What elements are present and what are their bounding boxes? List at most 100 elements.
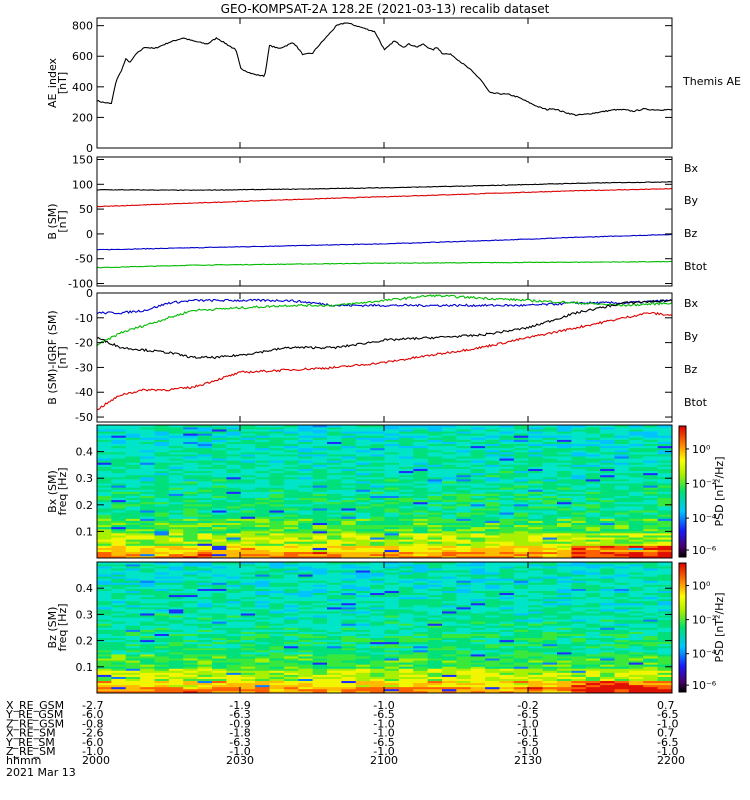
bx-spectrogram-panel-cell xyxy=(657,431,673,434)
bz-spectrogram-panel-cell xyxy=(456,586,472,589)
bx-spectrogram-panel-cell xyxy=(643,522,658,526)
bz-spectrogram-panel-cell xyxy=(312,588,328,591)
bz-spectrogram-panel-cell xyxy=(125,592,141,596)
bx-spectrogram-panel-cell xyxy=(197,530,213,534)
bx-spectrogram-panel-cell xyxy=(456,476,472,480)
bz-spectrogram-panel-cell xyxy=(413,598,428,602)
bz-spectrogram-panel-cell xyxy=(97,592,112,596)
bz-spectrogram-panel-cell xyxy=(226,672,242,675)
bz-spectrogram-panel-cell xyxy=(168,570,184,573)
bz-spectrogram-panel-cell xyxy=(97,619,112,622)
bx-spectrogram-panel-cell xyxy=(125,435,141,438)
bz-spectrogram-panel-cell xyxy=(154,598,170,602)
bx-spectrogram-panel-cell xyxy=(226,435,242,438)
bz-spectrogram-panel-cell xyxy=(168,660,184,663)
bx-spectrogram-panel-cell xyxy=(269,541,285,544)
bz-spectrogram-panel-cell xyxy=(528,635,543,639)
bz-spectrogram-panel-cell xyxy=(499,688,515,692)
bx-spectrogram-panel-cell xyxy=(456,472,472,476)
bx-spectrogram-panel-cell xyxy=(154,456,170,459)
bz-spectrogram-panel-cell xyxy=(154,639,170,643)
bx-spectrogram-panel-cell xyxy=(542,547,558,550)
bx-spectrogram-panel-cell xyxy=(542,433,558,436)
bz-spectrogram-panel-cell xyxy=(240,619,256,622)
bz-spectrogram-panel-cell xyxy=(499,643,515,647)
bx-spectrogram-panel-cell xyxy=(197,458,213,461)
bz-spectrogram-panel-cell xyxy=(427,615,443,618)
bx-spectrogram-panel-cell xyxy=(212,462,227,465)
bx-spectrogram-panel-cell xyxy=(456,427,472,430)
bx-spectrogram-panel-cell xyxy=(154,487,170,490)
bx-spectrogram-panel-cell xyxy=(585,547,601,550)
bx-spectrogram-panel-cell xyxy=(600,528,615,532)
bx-spectrogram-panel-cell xyxy=(542,462,558,465)
bx-spectrogram-panel-cell xyxy=(456,454,472,457)
bz-spectrogram-panel-cell xyxy=(327,641,342,645)
bx-spectrogram-panel-cell xyxy=(355,508,371,511)
bx-spectrogram-panel-cell xyxy=(413,431,428,434)
bx-spectrogram-panel-cell xyxy=(212,468,227,472)
bx-spectrogram-panel-cell xyxy=(643,464,658,467)
bx-spectrogram-panel-cell xyxy=(485,456,500,459)
bx-spectrogram-panel-cell xyxy=(485,474,500,478)
bz-spectrogram-panel-cell xyxy=(600,594,615,598)
b-minus-igrf-panel-legend-bz: Bz xyxy=(684,363,698,376)
bz-spectrogram-panel-cell xyxy=(212,641,227,645)
bx-spectrogram-panel-cell xyxy=(542,497,558,501)
bz-spectrogram-panel-cell xyxy=(456,686,472,690)
bz-spectrogram-panel-cell xyxy=(341,586,357,589)
bz-spectrogram-panel-cell xyxy=(140,602,155,606)
bx-spectrogram-panel-cell xyxy=(542,514,558,517)
bx-spectrogram-panel-cell xyxy=(255,555,270,559)
bx-spectrogram-panel-cell xyxy=(140,472,155,476)
bx-spectrogram-panel-cell xyxy=(384,479,400,482)
bx-spectrogram-panel-cell xyxy=(398,503,414,507)
bx-spectrogram-panel-cell xyxy=(140,476,155,480)
bx-spectrogram-panel-cell xyxy=(226,516,242,519)
bx-spectrogram-panel-cell xyxy=(168,429,184,432)
bz-spectrogram-panel-cell xyxy=(140,662,155,665)
bx-spectrogram-panel-cell xyxy=(657,439,673,442)
bx-spectrogram-panel-cell xyxy=(168,501,184,505)
bx-spectrogram-panel-cell xyxy=(312,555,328,559)
bz-spectrogram-panel-cell xyxy=(470,643,486,647)
bx-spectrogram-panel-cell xyxy=(513,454,529,457)
bz-spectrogram-panel-cell xyxy=(384,678,400,682)
bx-spectrogram-panel-cell xyxy=(499,425,515,428)
bx-spectrogram-panel-cell xyxy=(240,539,256,542)
bx-spectrogram-panel-cell xyxy=(197,485,213,488)
bz-spectrogram-panel-cell xyxy=(154,641,170,645)
bz-spectrogram-panel-cell xyxy=(283,658,299,661)
bx-spectrogram-panel-cell xyxy=(427,474,443,478)
bx-spectrogram-panel-cell xyxy=(355,545,371,548)
bx-spectrogram-panel-cell xyxy=(614,462,630,465)
bx-spectrogram-panel-cell xyxy=(125,487,141,490)
bx-spectrogram-panel-cell xyxy=(283,506,299,509)
bx-spectrogram-panel-cell xyxy=(643,425,658,428)
bz-spectrogram-panel-cell xyxy=(140,637,155,641)
bz-spectrogram-panel-cell xyxy=(470,576,486,579)
bz-spectrogram-panel-cell xyxy=(384,617,400,620)
bz-spectrogram-panel-cell xyxy=(283,570,299,573)
bz-spectrogram-panel-cell xyxy=(398,633,414,636)
bx-spectrogram-panel-cell xyxy=(628,449,644,453)
bz-spectrogram-panel-cell xyxy=(197,576,213,579)
bx-spectrogram-panel-cell xyxy=(312,464,328,467)
bz-spectrogram-panel-cell xyxy=(499,660,515,663)
bx-spectrogram-panel-cell xyxy=(427,452,443,455)
bz-spectrogram-panel-cell xyxy=(427,670,443,673)
bx-spectrogram-panel-cell xyxy=(226,445,242,449)
bx-spectrogram-panel-cell xyxy=(168,470,184,474)
bx-spectrogram-panel-cell xyxy=(111,464,127,467)
bx-spectrogram-panel-cell xyxy=(312,476,328,480)
bz-spectrogram-panel-cell xyxy=(111,682,127,686)
bz-spectrogram-panel-cell xyxy=(269,588,285,591)
bz-spectrogram-panel-cell xyxy=(427,660,443,663)
bx-spectrogram-panel-cell xyxy=(255,524,270,528)
bz-spectrogram-panel-cell xyxy=(125,584,141,587)
bz-spectrogram-panel-cell xyxy=(240,660,256,663)
bx-spectrogram-panel-cell xyxy=(470,497,486,501)
bx-spectrogram-panel-cell xyxy=(327,479,342,482)
bz-spectrogram-panel-cell xyxy=(513,690,529,694)
bz-spectrogram-panel-cell xyxy=(442,617,457,620)
